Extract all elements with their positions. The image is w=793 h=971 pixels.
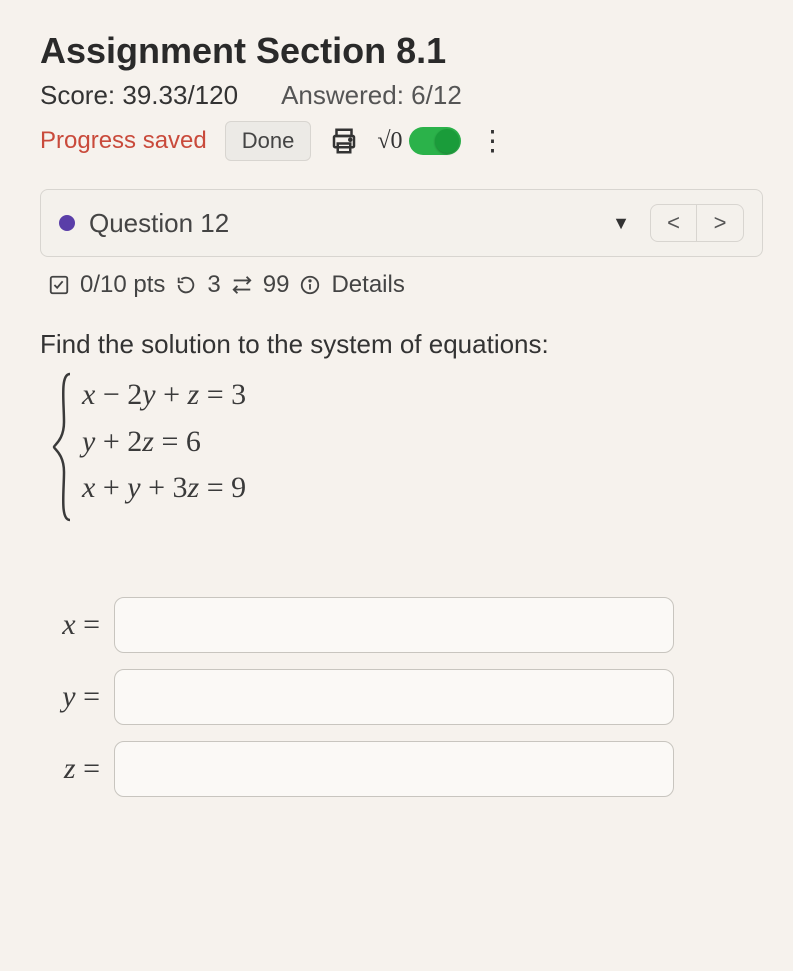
toolbar: Progress saved Done √0 ⋮ [40, 121, 763, 161]
x-label: x [62, 608, 75, 641]
more-menu-icon[interactable]: ⋮ [479, 136, 507, 146]
points-text: 0/10 pts [80, 271, 165, 299]
score-line: Score: 39.33/120 Answered: 6/12 [40, 80, 763, 111]
score-label: Score: [40, 80, 115, 110]
math-symbol: √0 [377, 128, 402, 155]
details-link[interactable]: Details [331, 271, 404, 299]
done-button[interactable]: Done [225, 121, 312, 161]
print-icon[interactable] [329, 126, 359, 156]
equation-3: x + y + 3z = 9 [82, 465, 246, 512]
equation-1: x − 2y + z = 3 [82, 372, 246, 419]
score-value: 39.33/120 [122, 80, 238, 110]
question-status-dot-icon [59, 215, 75, 231]
dropdown-caret-icon[interactable]: ▼ [612, 213, 630, 234]
progress-saved-text: Progress saved [40, 127, 207, 155]
equations: x − 2y + z = 3 y + 2z = 6 x + y + 3z = 9 [76, 372, 246, 527]
question-nav: < > [650, 204, 744, 242]
question-selector-bar: Question 12 ▼ < > [40, 189, 763, 257]
next-question-button[interactable]: > [697, 205, 743, 241]
z-input[interactable] [114, 741, 674, 797]
brace-icon [50, 372, 76, 527]
retry-icon [175, 274, 197, 296]
z-label: z [64, 752, 76, 785]
toggle-switch-icon[interactable] [409, 127, 461, 155]
retries-text: 3 [207, 271, 220, 299]
prev-question-button[interactable]: < [651, 205, 697, 241]
answer-row-y: y = [40, 669, 763, 725]
page-title: Assignment Section 8.1 [40, 30, 763, 72]
equation-2: y + 2z = 6 [82, 419, 246, 466]
y-label: y [62, 680, 75, 713]
question-label[interactable]: Question 12 [89, 208, 612, 239]
answer-row-z: z = [40, 741, 763, 797]
y-input[interactable] [114, 669, 674, 725]
answer-area: x = y = z = [40, 597, 763, 797]
checkbox-icon [48, 274, 70, 296]
math-mode-toggle[interactable]: √0 [377, 127, 460, 155]
x-input[interactable] [114, 597, 674, 653]
answered-value: 6/12 [411, 80, 462, 110]
answer-row-x: x = [40, 597, 763, 653]
question-prompt: Find the solution to the system of equat… [40, 329, 763, 360]
info-icon [299, 274, 321, 296]
points-line: 0/10 pts 3 99 Details [40, 271, 763, 299]
equation-system: x − 2y + z = 3 y + 2z = 6 x + y + 3z = 9 [40, 372, 763, 527]
answered-label: Answered: [281, 80, 404, 110]
page-root: Assignment Section 8.1 Score: 39.33/120 … [0, 0, 793, 843]
attempts-text: 99 [263, 271, 290, 299]
attempts-icon [231, 274, 253, 296]
